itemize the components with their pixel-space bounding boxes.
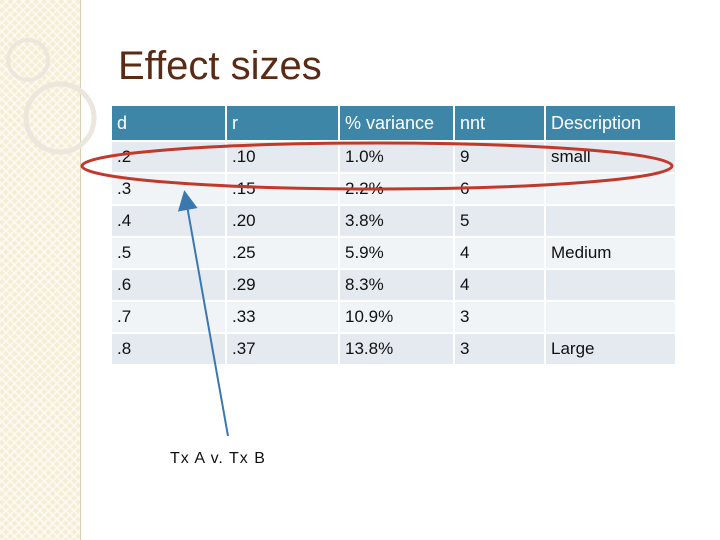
header-variance: % variance bbox=[339, 106, 455, 142]
cell-variance: 8.3% bbox=[339, 269, 455, 302]
cell-description bbox=[545, 173, 677, 206]
cell-r: .15 bbox=[226, 173, 340, 206]
cell-r: .33 bbox=[226, 301, 340, 334]
table-row: .6 .29 8.3% 4 bbox=[112, 269, 677, 302]
header-r: r bbox=[226, 106, 340, 142]
cell-variance: 10.9% bbox=[339, 301, 455, 334]
header-d: d bbox=[112, 106, 227, 142]
comparison-note: Tx A v. Tx B bbox=[170, 450, 266, 467]
cell-r: .25 bbox=[226, 237, 340, 270]
header-nnt: nnt bbox=[454, 106, 546, 142]
cell-nnt: 4 bbox=[454, 237, 546, 270]
cell-r: .10 bbox=[226, 141, 340, 174]
table-row: .5 .25 5.9% 4 Medium bbox=[112, 237, 677, 270]
cell-d: .8 bbox=[112, 333, 227, 366]
cell-d: .4 bbox=[112, 205, 227, 238]
cell-nnt: 9 bbox=[454, 141, 546, 174]
sidebar-divider bbox=[80, 0, 81, 540]
cell-variance: 5.9% bbox=[339, 237, 455, 270]
cell-d: .3 bbox=[112, 173, 227, 206]
cell-d: .6 bbox=[112, 269, 227, 302]
cell-description: Large bbox=[545, 333, 677, 366]
cell-description: small bbox=[545, 141, 677, 174]
table-row: .2 .10 1.0% 9 small bbox=[112, 141, 677, 174]
cell-d: .7 bbox=[112, 301, 227, 334]
cell-description bbox=[545, 205, 677, 238]
cell-r: .29 bbox=[226, 269, 340, 302]
cell-d: .5 bbox=[112, 237, 227, 270]
cell-description bbox=[545, 301, 677, 334]
cell-r: .37 bbox=[226, 333, 340, 366]
cell-nnt: 3 bbox=[454, 301, 546, 334]
cell-nnt: 5 bbox=[454, 205, 546, 238]
cell-d: .2 bbox=[112, 141, 227, 174]
cell-nnt: 4 bbox=[454, 269, 546, 302]
table-row: .7 .33 10.9% 3 bbox=[112, 301, 677, 334]
decorative-sidebar-strip bbox=[0, 0, 80, 540]
cell-description bbox=[545, 269, 677, 302]
cell-nnt: 6 bbox=[454, 173, 546, 206]
slide-title: Effect sizes bbox=[118, 44, 322, 88]
table-header-row: d r % variance nnt Description bbox=[112, 106, 677, 142]
effect-sizes-table: d r % variance nnt Description .2 .10 1.… bbox=[112, 106, 677, 366]
cell-nnt: 3 bbox=[454, 333, 546, 366]
header-description: Description bbox=[545, 106, 677, 142]
cell-variance: 1.0% bbox=[339, 141, 455, 174]
table-row: .3 .15 2.2% 6 bbox=[112, 173, 677, 206]
cell-variance: 13.8% bbox=[339, 333, 455, 366]
table-row: .8 .37 13.8% 3 Large bbox=[112, 333, 677, 366]
cell-variance: 3.8% bbox=[339, 205, 455, 238]
cell-description: Medium bbox=[545, 237, 677, 270]
cell-r: .20 bbox=[226, 205, 340, 238]
table-row: .4 .20 3.8% 5 bbox=[112, 205, 677, 238]
cell-variance: 2.2% bbox=[339, 173, 455, 206]
